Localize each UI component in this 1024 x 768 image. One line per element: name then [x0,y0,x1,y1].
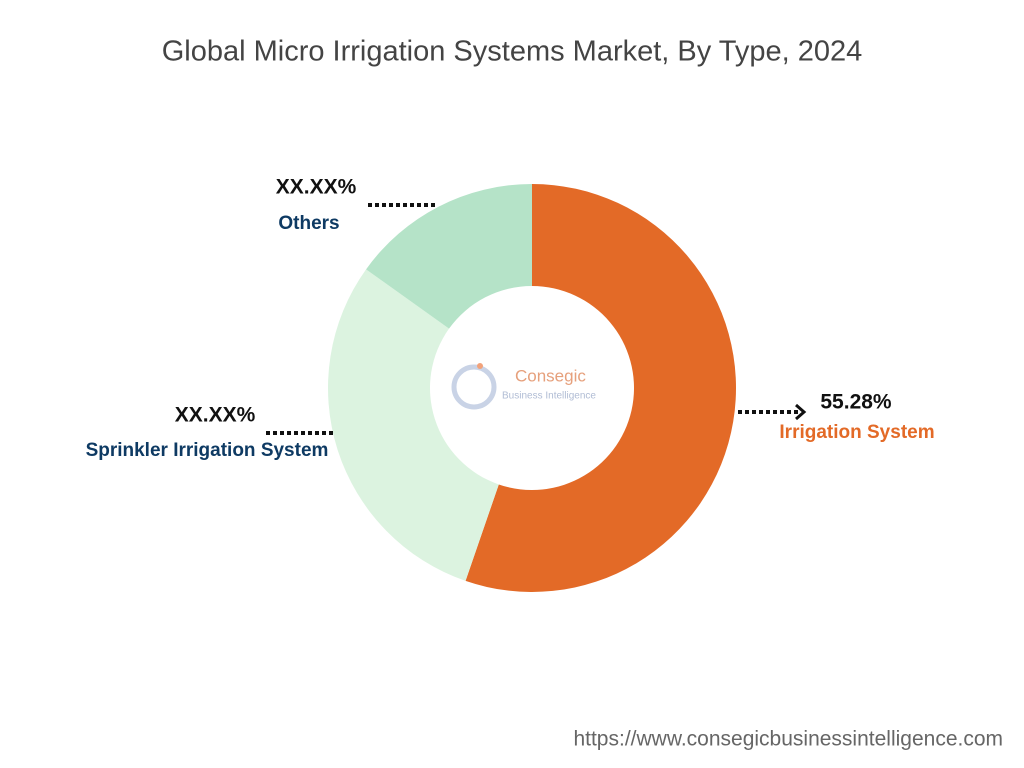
donut [327,184,736,592]
leader-arrow [795,403,807,421]
slice [366,184,532,329]
value-label: 55.28% [820,391,892,414]
source-url: https://www.consegicbusinessintelligence… [573,728,1003,751]
slice [465,184,736,592]
chart-title: Global Micro Irrigation Systems Market, … [162,36,863,68]
logo-tagline: Business Intelligence [502,391,596,402]
logo-mark [451,364,497,410]
category-label: Others [278,213,339,234]
logo-dot [477,363,483,369]
value-label: XX.XX% [276,176,357,199]
value-label: XX.XX% [175,404,256,427]
category-label: Irrigation System [779,422,934,443]
logo-name: Consegic [515,366,586,385]
logo: Consegic Business Intelligence [451,363,596,410]
category-label: Sprinkler Irrigation System [86,440,329,461]
slice [327,269,499,581]
